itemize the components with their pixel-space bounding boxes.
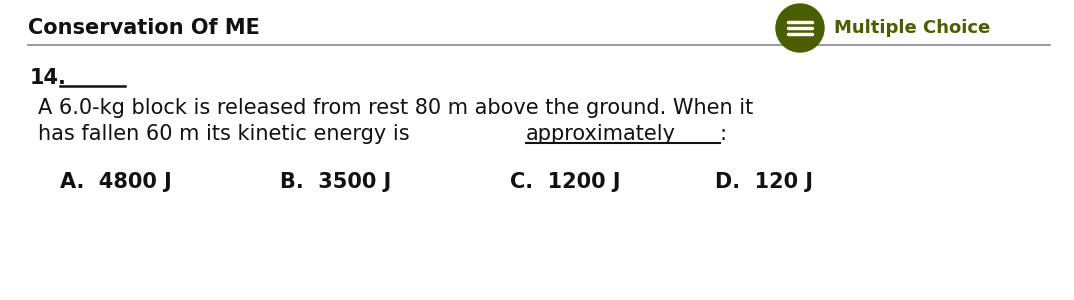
Text: has fallen 60 m its kinetic energy is: has fallen 60 m its kinetic energy is <box>38 124 417 144</box>
Text: Multiple Choice: Multiple Choice <box>834 19 990 37</box>
Text: A 6.0-kg block is released from rest 80 m above the ground. When it: A 6.0-kg block is released from rest 80 … <box>38 98 753 118</box>
Text: approximately: approximately <box>526 124 676 144</box>
Text: D.  120 J: D. 120 J <box>715 172 813 192</box>
Text: :: : <box>720 124 727 144</box>
Text: Conservation Of ME: Conservation Of ME <box>28 18 260 38</box>
Text: C.  1200 J: C. 1200 J <box>510 172 621 192</box>
Circle shape <box>777 4 824 52</box>
Text: A.  4800 J: A. 4800 J <box>60 172 172 192</box>
Text: 14.: 14. <box>30 68 67 88</box>
Text: B.  3500 J: B. 3500 J <box>280 172 391 192</box>
